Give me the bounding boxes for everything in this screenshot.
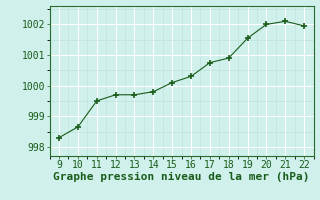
- X-axis label: Graphe pression niveau de la mer (hPa): Graphe pression niveau de la mer (hPa): [53, 172, 310, 182]
